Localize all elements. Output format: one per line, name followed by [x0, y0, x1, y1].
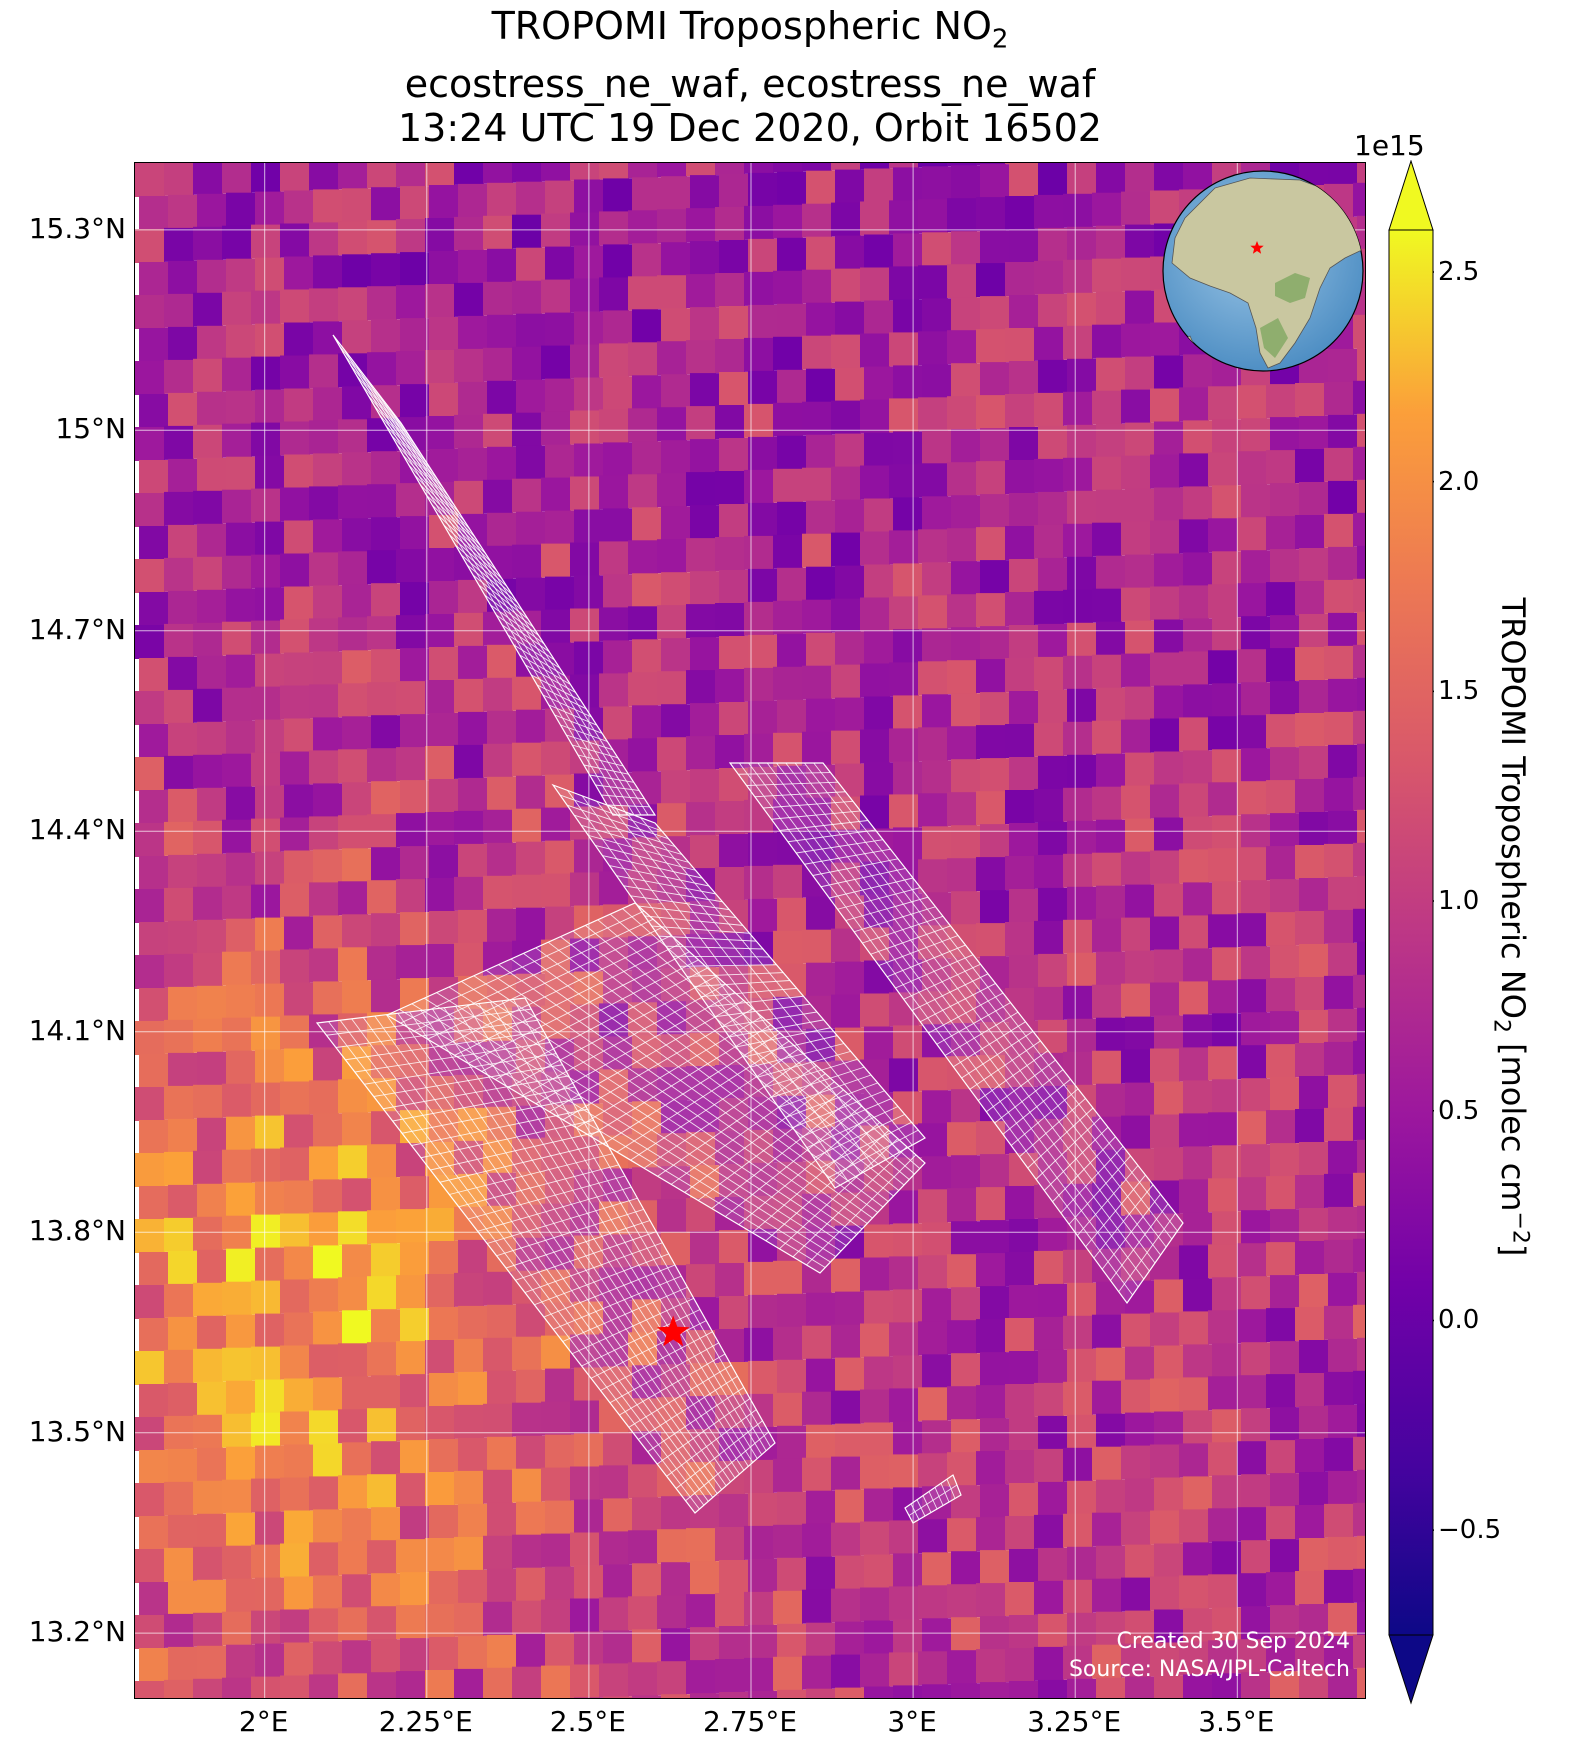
title-line-3: 13:24 UTC 19 Dec 2020, Orbit 16502 — [398, 105, 1102, 150]
colorbar-tick-label: 1.0 — [1438, 886, 1480, 917]
colorbar-gradient — [1388, 229, 1434, 1636]
lon-tick-label: 3.25°E — [1027, 1705, 1122, 1738]
globe-landmass — [1164, 177, 1363, 371]
lat-tick-label: 13.5°N — [28, 1414, 126, 1448]
lat-tick-label: 15.3°N — [28, 211, 126, 245]
colorbar-tick-label: 2.5 — [1438, 256, 1480, 287]
no2-map-panel[interactable] — [134, 162, 1366, 1699]
colorbar — [1388, 160, 1434, 1705]
colorbar-tick-label: 2.0 — [1438, 466, 1480, 497]
footprint-strip-north — [332, 334, 657, 816]
colorbar-min-extend — [1388, 1634, 1434, 1705]
colorbar-tick-label: 1.5 — [1438, 676, 1480, 707]
no2-pixel-field — [135, 163, 1365, 1698]
lon-tick-label: 2°E — [238, 1705, 289, 1738]
lon-tick-label: 3°E — [887, 1705, 937, 1738]
map-credits: Created 30 Sep 2024 Source: NASA/JPL-Cal… — [900, 1628, 1350, 1684]
title-line-2: ecostress_ne_waf, ecostress_ne_waf — [404, 61, 1096, 106]
colorbar-max-extend — [1388, 160, 1434, 231]
inset-globe — [1162, 170, 1364, 372]
lon-tick-label: 3.5°E — [1198, 1705, 1275, 1738]
lon-tick-label: 2.25°E — [378, 1705, 473, 1738]
colorbar-tick-label: 0.0 — [1438, 1305, 1480, 1336]
footprint-fragment — [904, 1474, 962, 1524]
created-date: Created 30 Sep 2024 — [1116, 1629, 1351, 1654]
title-line-1: TROPOMI Tropospheric NO2 — [491, 4, 1009, 55]
footprint-block-centre — [385, 902, 926, 1274]
colorbar-exponent: 1e15 — [1354, 129, 1425, 162]
footprint-block-south — [315, 997, 776, 1514]
lat-tick-label: 14.4°N — [28, 813, 126, 847]
lon-tick-label: 2.75°E — [702, 1705, 798, 1738]
target-star-marker — [657, 1315, 690, 1347]
footprint-strip-mid — [551, 783, 926, 1189]
lat-tick-label: 14.1°N — [28, 1013, 126, 1047]
graticule — [135, 163, 1365, 1698]
colorbar-label: TROPOMI Tropospheric NO2 [molec cm−2] — [1488, 597, 1533, 1257]
lat-tick-label: 15°N — [55, 412, 126, 446]
source-credit: Source: NASA/JPL-Caltech — [1068, 1657, 1350, 1682]
colorbar-tick-label: −0.5 — [1438, 1515, 1502, 1546]
map-title: TROPOMI Tropospheric NO2 ecostress_ne_wa… — [134, 4, 1366, 150]
colorbar-tick-label: 0.5 — [1438, 1095, 1480, 1126]
footprint-strip-east — [728, 762, 1184, 1305]
lat-tick-label: 14.7°N — [28, 612, 126, 646]
lon-tick-label: 2.5°E — [549, 1705, 627, 1738]
no2-pixel-map — [135, 163, 1365, 1698]
globe-target-marker — [1250, 241, 1264, 254]
ecostress-footprints — [315, 334, 1184, 1524]
lat-tick-label: 13.8°N — [28, 1214, 126, 1248]
lat-tick-label: 13.2°N — [28, 1615, 126, 1649]
